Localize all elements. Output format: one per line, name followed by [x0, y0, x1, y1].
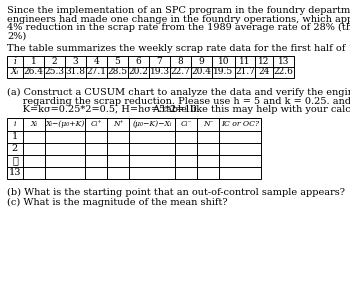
Text: 25.3: 25.3 — [44, 68, 64, 76]
Text: 5: 5 — [114, 57, 120, 66]
Text: 1: 1 — [12, 132, 18, 141]
Text: ⋮: ⋮ — [12, 156, 18, 165]
Text: i: i — [14, 120, 16, 128]
Text: (c) What is the magnitude of the mean shift?: (c) What is the magnitude of the mean sh… — [7, 197, 228, 207]
Text: 11: 11 — [239, 57, 251, 66]
Text: 19.5: 19.5 — [214, 68, 234, 76]
Text: 27.1: 27.1 — [86, 68, 106, 76]
Text: 31.8: 31.8 — [65, 68, 85, 76]
Text: (b) What is the starting point that an out-of-control sample appears?: (b) What is the starting point that an o… — [7, 188, 345, 197]
Text: IC or OC?: IC or OC? — [221, 120, 259, 128]
Text: 1: 1 — [31, 57, 36, 66]
Text: 12: 12 — [258, 57, 270, 66]
Text: regarding the scrap reduction. Please use h = 5 and k = 0.25. and: regarding the scrap reduction. Please us… — [7, 97, 350, 105]
Text: 24: 24 — [258, 68, 270, 76]
Text: 28.5: 28.5 — [107, 68, 127, 76]
Text: (a) Construct a CUSUM chart to analyze the data and verify the engineer’s claim: (a) Construct a CUSUM chart to analyze t… — [7, 88, 350, 97]
Text: A table like this may help with your calculation:: A table like this may help with your cal… — [152, 105, 350, 114]
Text: K=kσ=0.25*2=0.5, H=hσ=5*2=10.: K=kσ=0.25*2=0.5, H=hσ=5*2=10. — [7, 105, 200, 114]
Bar — [7, 118, 261, 179]
Text: (μ₀−K)−Xᵢ: (μ₀−K)−Xᵢ — [132, 120, 172, 128]
Text: 2: 2 — [52, 57, 57, 66]
Text: 21.7: 21.7 — [235, 68, 255, 76]
Text: 22.6: 22.6 — [274, 68, 293, 76]
Text: 19.3: 19.3 — [149, 68, 169, 76]
Text: engineers had made one change in the foundry operations, which appear to have re: engineers had made one change in the fou… — [7, 14, 350, 24]
Text: 9: 9 — [199, 57, 204, 66]
Bar — [7, 55, 294, 78]
Text: Xᵢ: Xᵢ — [30, 120, 37, 128]
Text: 20.4: 20.4 — [191, 68, 211, 76]
Text: 4: 4 — [94, 57, 99, 66]
Text: 4% reduction in the scrap rate from the 1989 average rate of 28% (the standard d: 4% reduction in the scrap rate from the … — [7, 23, 350, 32]
Text: Since the implementation of an SPC program in the foundry department in January : Since the implementation of an SPC progr… — [7, 6, 350, 15]
Text: 26.4: 26.4 — [23, 68, 43, 76]
Text: N⁻: N⁻ — [203, 120, 213, 128]
Text: 2: 2 — [12, 144, 18, 153]
Text: The table summarizes the weekly scrap rate data for the first half of 1990.: The table summarizes the weekly scrap ra… — [7, 44, 350, 53]
Text: 3: 3 — [73, 57, 78, 66]
Text: 22.7: 22.7 — [170, 68, 190, 76]
Text: Cᵢ⁻: Cᵢ⁻ — [180, 120, 192, 128]
Text: Xᵢ: Xᵢ — [11, 68, 19, 76]
Text: 8: 8 — [177, 57, 183, 66]
Text: 7: 7 — [157, 57, 162, 66]
Text: N⁺: N⁺ — [113, 120, 123, 128]
Text: 20.2: 20.2 — [128, 68, 148, 76]
Text: Xᵢ−(μ₀+K): Xᵢ−(μ₀+K) — [45, 120, 85, 128]
Text: i: i — [14, 57, 16, 66]
Text: 13: 13 — [278, 57, 289, 66]
Text: 10: 10 — [218, 57, 229, 66]
Text: 2%): 2%) — [7, 32, 26, 41]
Text: 13: 13 — [9, 168, 21, 177]
Text: Cᵢ⁺: Cᵢ⁺ — [90, 120, 102, 128]
Text: 6: 6 — [136, 57, 141, 66]
